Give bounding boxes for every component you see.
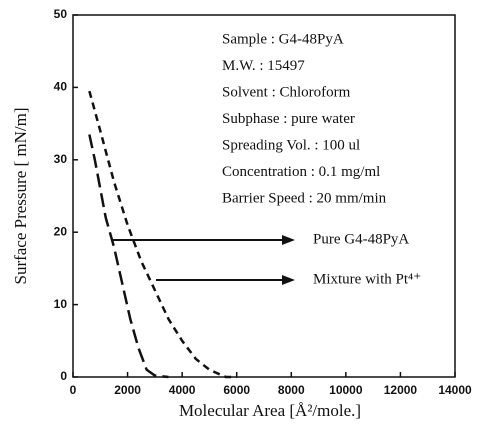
y-tick-label: 50 bbox=[54, 7, 68, 21]
data-line bbox=[88, 134, 169, 379]
x-tick-label: 8000 bbox=[278, 383, 305, 397]
plot-frame bbox=[72, 14, 456, 378]
series-label: Mixture with Pt⁴⁺ bbox=[313, 271, 421, 287]
y-tick-label: 20 bbox=[54, 224, 68, 238]
data-line bbox=[88, 90, 237, 379]
annotation: M.W. : 15497 bbox=[222, 58, 305, 74]
x-tick-label: 4000 bbox=[169, 383, 196, 397]
y-axis-label: Surface Pressure [ mN/m] bbox=[11, 107, 30, 284]
series-label: Pure G4-48PyA bbox=[313, 231, 409, 247]
arrow-head bbox=[282, 275, 295, 285]
annotation: Sample : G4-48PyA bbox=[222, 31, 344, 47]
x-axis-label: Molecular Area [Å²/mole.] bbox=[179, 401, 361, 420]
x-tick-label: 10000 bbox=[329, 383, 363, 397]
x-tick-label: 2000 bbox=[114, 383, 141, 397]
y-tick-label: 0 bbox=[60, 369, 67, 383]
annotation: Concentration : 0.1 mg/ml bbox=[222, 164, 380, 180]
annotation: Solvent : Chloroform bbox=[222, 84, 351, 100]
y-tick-label: 40 bbox=[54, 80, 68, 94]
x-tick-label: 0 bbox=[70, 383, 77, 397]
annotation: Subphase : pure water bbox=[222, 111, 355, 127]
annotation: Barrier Speed : 20 mm/min bbox=[222, 190, 387, 206]
y-tick-label: 30 bbox=[54, 152, 68, 166]
x-tick-label: 12000 bbox=[384, 383, 418, 397]
x-tick-label: 6000 bbox=[223, 383, 250, 397]
arrow-head bbox=[282, 235, 295, 245]
x-tick-label: 14000 bbox=[438, 383, 472, 397]
annotation: Spreading Vol. : 100 ul bbox=[222, 137, 360, 153]
y-tick-label: 10 bbox=[54, 297, 68, 311]
